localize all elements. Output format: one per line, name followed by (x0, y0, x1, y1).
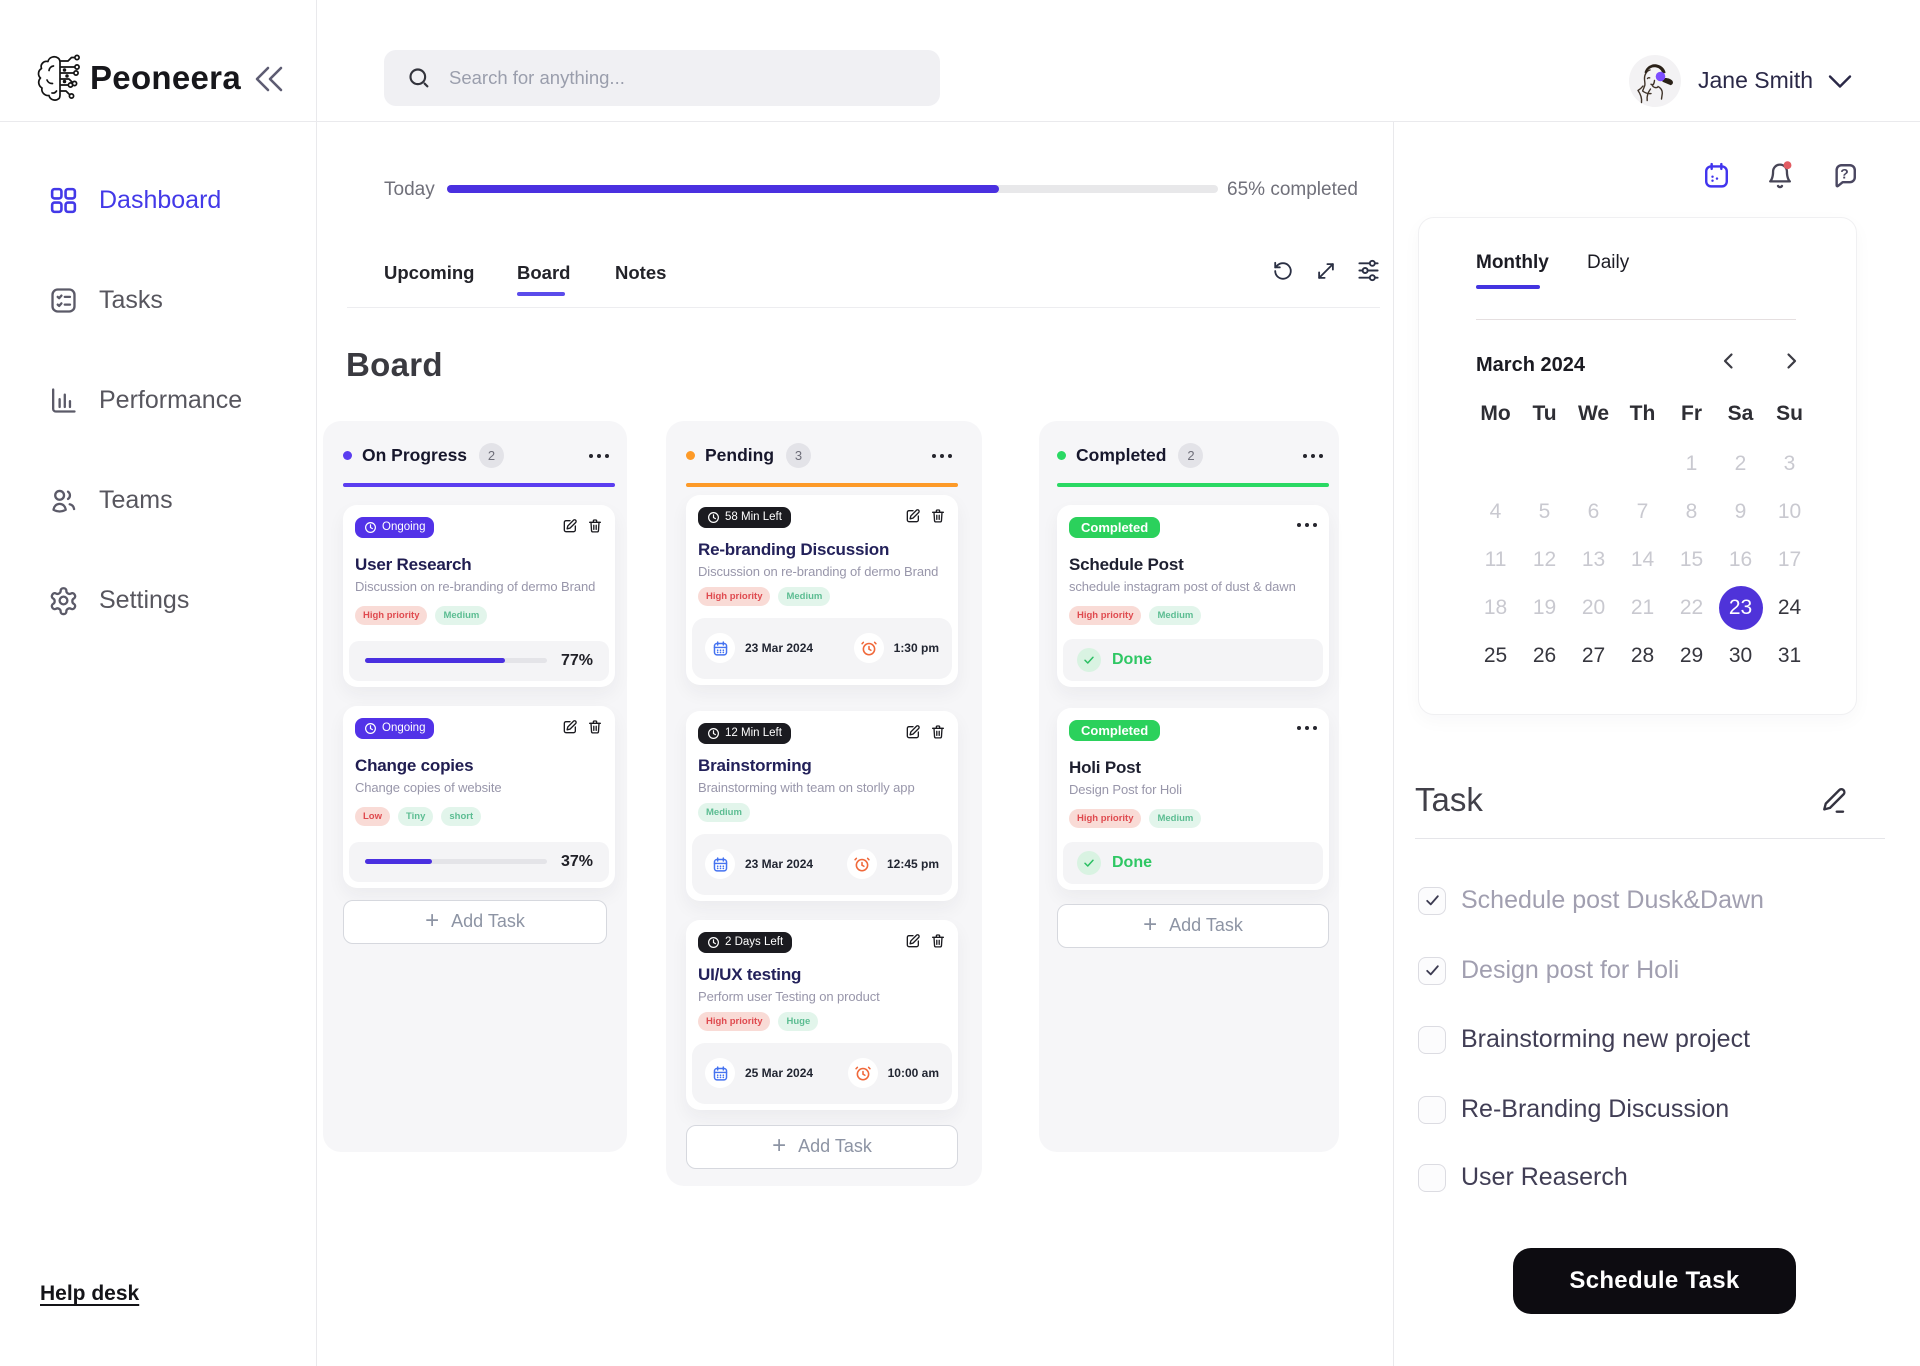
svg-text:?: ? (1840, 166, 1848, 182)
